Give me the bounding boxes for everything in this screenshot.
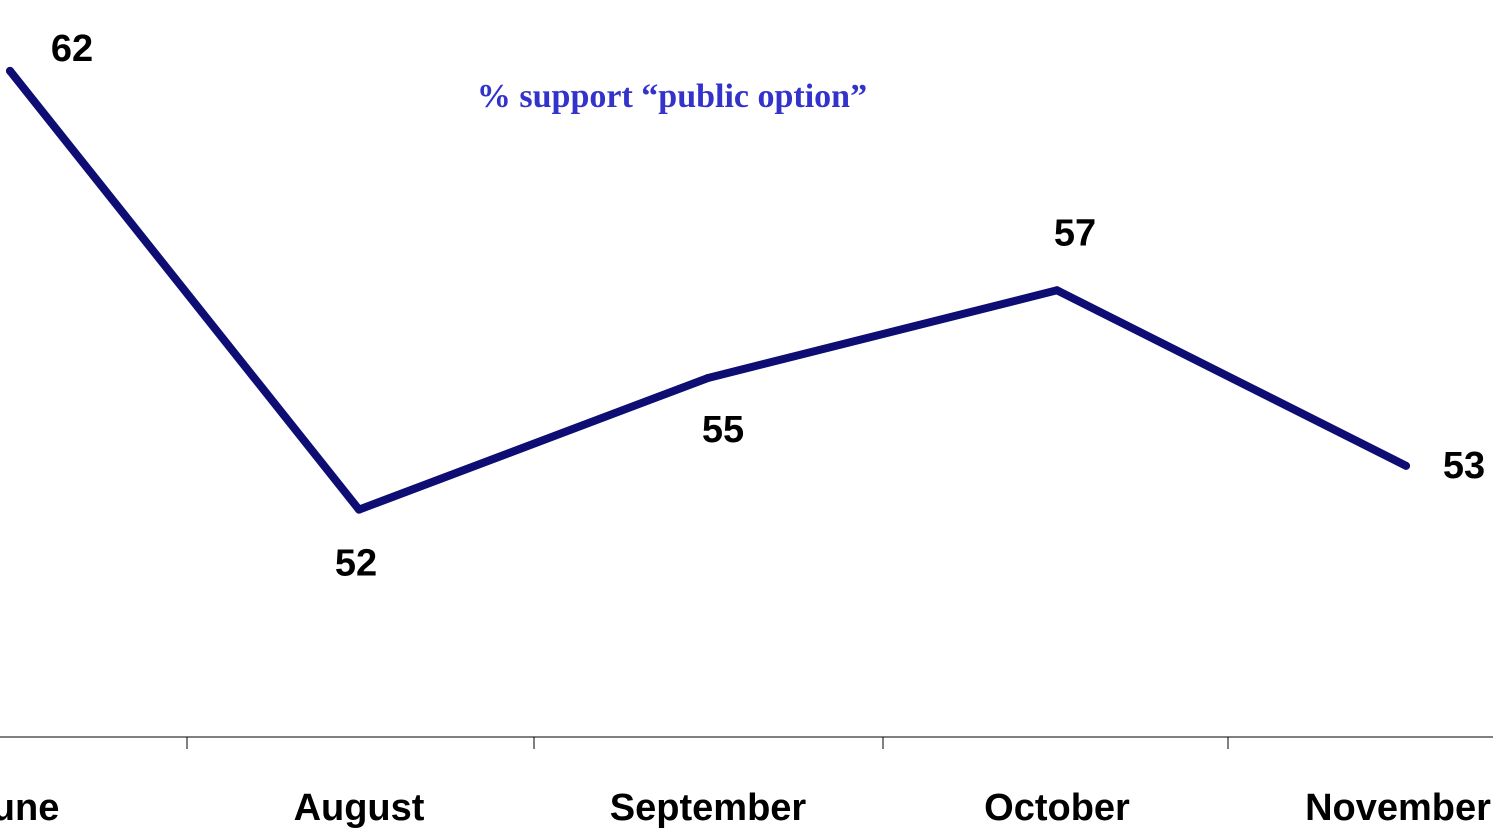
category-label: June: [0, 787, 59, 829]
data-point: [6, 66, 14, 75]
data-label: 62: [51, 28, 93, 70]
data-point: [704, 374, 712, 382]
data-point: [1402, 461, 1410, 470]
chart-title: % support “public option”: [477, 78, 867, 115]
data-label: 55: [702, 409, 744, 451]
category-label: November: [1305, 787, 1491, 829]
data-label: 53: [1443, 445, 1485, 487]
data-point: [355, 505, 363, 514]
category-label: October: [984, 787, 1130, 829]
x-axis-ticks: [186, 737, 1229, 749]
data-label: 52: [335, 543, 377, 585]
category-label: September: [610, 787, 807, 829]
category-label: August: [294, 787, 425, 829]
data-point: [1053, 286, 1061, 295]
data-label: 57: [1054, 212, 1096, 254]
data-labels: 62 52 55 57 53: [6, 28, 1485, 585]
category-labels: June August September October November: [0, 787, 1491, 829]
